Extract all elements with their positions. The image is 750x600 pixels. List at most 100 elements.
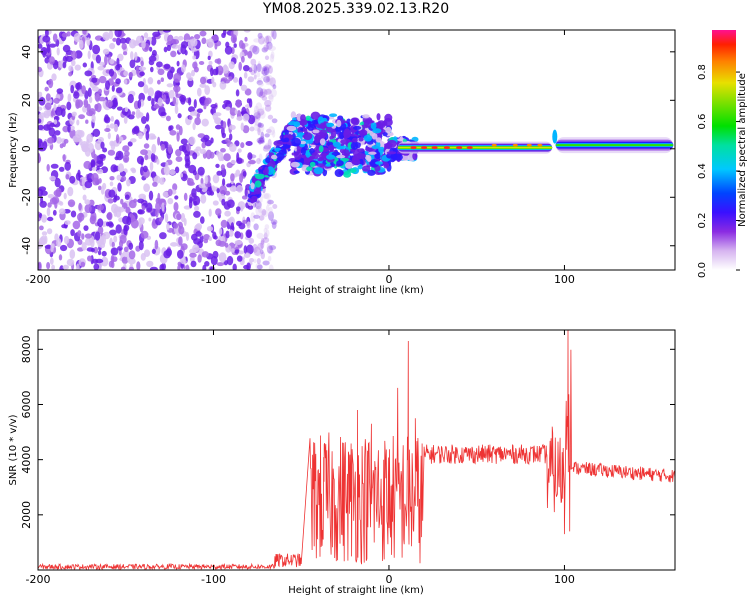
spectrogram-cell bbox=[353, 153, 362, 161]
spectrogram-cell bbox=[236, 185, 243, 193]
spectrogram-cell bbox=[252, 45, 260, 55]
spectrogram-cell bbox=[212, 231, 217, 240]
spectrogram-cell bbox=[216, 58, 222, 65]
spectrogram-cell bbox=[255, 262, 263, 270]
spectrogram-cell bbox=[268, 211, 274, 221]
spectrogram-cell bbox=[264, 133, 270, 138]
spectrogram-cell bbox=[113, 123, 119, 133]
spectrogram-cell bbox=[190, 260, 197, 268]
spectrogram-cell bbox=[386, 151, 397, 155]
spectrogram-cell bbox=[193, 210, 201, 218]
spectrogram-cell bbox=[242, 113, 250, 122]
spectrogram-cell bbox=[250, 69, 256, 76]
spectrogram-cell bbox=[163, 250, 171, 259]
spectrogram-cell bbox=[212, 200, 219, 206]
spectrogram-cell bbox=[190, 111, 197, 116]
spectrogram-cell bbox=[120, 175, 127, 182]
spectrogram-cell bbox=[340, 139, 351, 145]
spectrogram-cell bbox=[102, 48, 110, 55]
spectrogram-cell bbox=[82, 146, 89, 153]
spectrogram-cell bbox=[102, 31, 110, 41]
spectrogram-cell bbox=[141, 116, 147, 124]
spectrogram-cell bbox=[47, 43, 51, 54]
spectrogram-cell bbox=[240, 122, 244, 131]
spectrogram-cell bbox=[382, 132, 388, 137]
spectrogram-cell bbox=[232, 186, 237, 192]
spectrogram-cell bbox=[164, 213, 169, 223]
spectrogram-cell bbox=[38, 118, 42, 124]
spectrogram-cell bbox=[268, 65, 273, 74]
spectrogram-cell bbox=[303, 132, 313, 141]
spectrogram-cell bbox=[110, 141, 116, 151]
spectrogram-cell bbox=[78, 202, 82, 211]
spectrogram-cell bbox=[109, 176, 115, 181]
spectrogram-cell bbox=[126, 216, 132, 226]
spectrogram-cell bbox=[374, 153, 381, 160]
spectrogram-cell bbox=[187, 76, 194, 82]
spectrogram-cell bbox=[38, 97, 46, 106]
spectrogram-cell bbox=[223, 30, 227, 36]
spectrogram-cell bbox=[106, 211, 113, 221]
spectrogram-cell bbox=[272, 130, 276, 138]
spectrogram-cell bbox=[261, 75, 269, 80]
spectrogram-cell bbox=[238, 76, 243, 87]
spectrogram-cell bbox=[63, 235, 70, 245]
spectrogram-cell bbox=[162, 191, 169, 198]
spectrogram-cell bbox=[260, 240, 265, 249]
spectrogram-cell bbox=[123, 70, 129, 77]
spectrogram-cell bbox=[81, 176, 85, 187]
spectrogram-cell bbox=[257, 81, 264, 87]
spectrogram-cell bbox=[46, 228, 53, 235]
spectrogram-cell bbox=[267, 114, 274, 120]
spectrogram-cell bbox=[221, 132, 226, 139]
spectrogram-cell bbox=[250, 64, 256, 70]
spectrogram-cell bbox=[112, 37, 117, 42]
spectrogram-cell bbox=[178, 125, 183, 136]
spectrogram-cell bbox=[329, 113, 338, 117]
spectrogram-cell bbox=[120, 266, 126, 270]
spectrogram-cell bbox=[176, 60, 180, 67]
spectrogram-cell bbox=[253, 214, 260, 219]
spectrogram-cell bbox=[121, 202, 128, 210]
spectrogram-cell bbox=[307, 125, 314, 131]
spectrogram-cell bbox=[229, 124, 236, 130]
spectrogram-cell bbox=[137, 99, 142, 109]
spectrogram-cell bbox=[214, 117, 221, 125]
spectrogram-cell bbox=[38, 261, 42, 270]
spectrogram-cell bbox=[382, 120, 388, 126]
spectrogram-cell bbox=[47, 194, 55, 199]
spectrogram-cell bbox=[150, 152, 156, 162]
spectrogram-cell bbox=[250, 58, 257, 66]
spectrogram-cell bbox=[229, 229, 234, 237]
spectrogram-cell bbox=[128, 242, 134, 250]
spectrogram-cell bbox=[107, 198, 114, 204]
spectrogram-cell bbox=[204, 139, 212, 147]
spectrogram-cell bbox=[82, 194, 87, 201]
spectrogram-cell bbox=[92, 86, 99, 92]
spectrogram-cell bbox=[264, 142, 271, 151]
spectrogram-cell bbox=[111, 241, 115, 248]
spectrogram-peak bbox=[410, 146, 417, 150]
spectrogram-cell bbox=[162, 30, 171, 33]
spectrogram-cell bbox=[41, 231, 48, 236]
spectrogram-cell bbox=[40, 196, 44, 204]
spectrogram-cell bbox=[87, 87, 92, 98]
spectrogram-cell bbox=[44, 57, 50, 64]
spectrogram-cell bbox=[142, 165, 148, 173]
spectrogram-cell bbox=[266, 128, 272, 134]
spectrogram-cell bbox=[237, 148, 242, 153]
spectrogram-cell bbox=[109, 229, 117, 236]
spectrogram-cell bbox=[64, 161, 71, 171]
y-tick-label: -20 bbox=[20, 188, 33, 206]
spectrogram-peak bbox=[552, 129, 558, 144]
spectrogram-cell bbox=[200, 76, 207, 85]
spectrogram-cell bbox=[115, 134, 120, 144]
spectrogram-cell bbox=[89, 215, 96, 225]
spectrogram-cell bbox=[150, 135, 157, 140]
spectrogram-cell bbox=[257, 139, 265, 144]
spectrogram-cell bbox=[230, 34, 237, 44]
spectrogram-marks bbox=[38, 30, 674, 270]
spectrogram-cell bbox=[86, 37, 91, 47]
spectrogram-cell bbox=[209, 191, 215, 196]
